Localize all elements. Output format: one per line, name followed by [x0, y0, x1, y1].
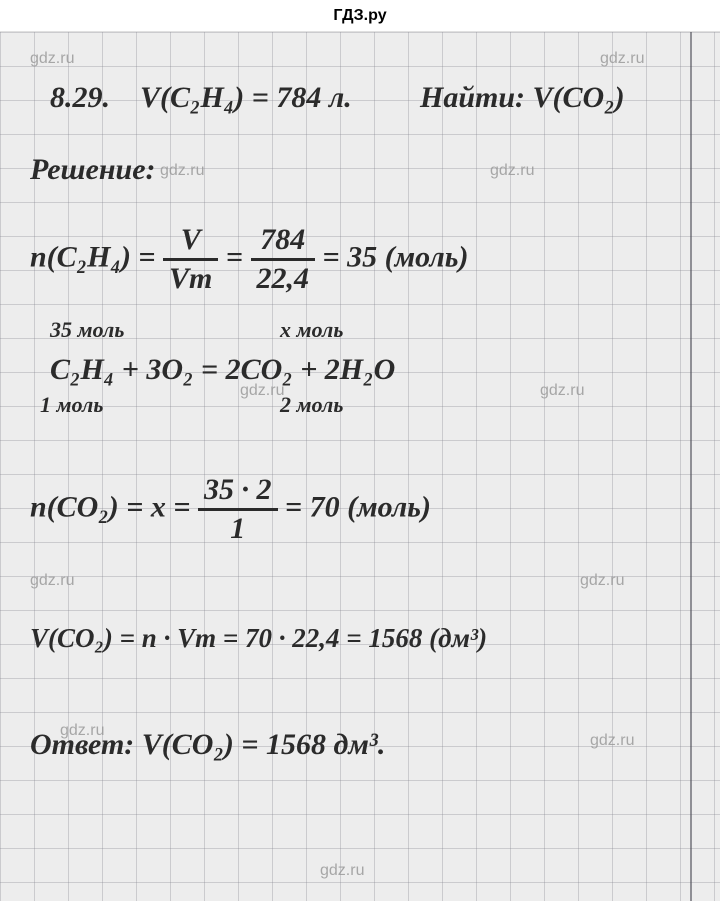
watermark: gdz.ru — [320, 862, 364, 880]
site-header: ГДЗ.ру — [0, 0, 720, 32]
chemical-equation: C₂H₄ + 3O₂ = 2CO₂ + 2H₂O — [50, 352, 395, 388]
fraction: 35 · 2 1 — [198, 472, 278, 547]
problem-number: 8.29. — [50, 80, 110, 116]
stoich-above-1: 35 моль — [50, 317, 124, 343]
watermark: gdz.ru — [540, 382, 584, 400]
fraction: 784 22,4 — [251, 222, 316, 297]
result: = 70 (моль) — [285, 490, 431, 523]
solution-label: Решение: — [30, 152, 156, 188]
step-v-co2: V(CO₂) = n · Vm = 70 · 22,4 = 1568 (дм³) — [30, 622, 487, 654]
text: n(C₂H₄) = — [30, 240, 156, 273]
watermark: gdz.ru — [580, 572, 624, 590]
fraction: V Vm — [163, 222, 218, 297]
site-name: ГДЗ.ру — [333, 7, 386, 24]
numerator: 784 — [251, 222, 316, 261]
step-n-co2: n(CO₂) = x = 35 · 2 1 = 70 (моль) — [30, 472, 431, 547]
stoich-below-2: 2 моль — [280, 392, 343, 418]
watermark: gdz.ru — [160, 162, 204, 180]
given: V(C₂H₄) = 784 л. — [140, 80, 352, 116]
denominator: 1 — [198, 511, 278, 547]
step-n-c2h4: n(C₂H₄) = V Vm = 784 22,4 = 35 (моль) — [30, 222, 469, 297]
watermark: gdz.ru — [30, 50, 74, 68]
watermark: gdz.ru — [30, 572, 74, 590]
stoich-above-2: x моль — [280, 317, 343, 343]
watermark: gdz.ru — [600, 50, 644, 68]
text: n(CO₂) = x = — [30, 490, 191, 523]
find: Найти: V(CO₂) — [420, 80, 625, 116]
answer: Ответ: V(CO₂) = 1568 дм³. — [30, 727, 385, 763]
watermark: gdz.ru — [590, 732, 634, 750]
result: = 35 (моль) — [323, 240, 469, 273]
margin-line — [690, 32, 692, 901]
notebook-paper: gdz.ru gdz.ru gdz.ru gdz.ru gdz.ru gdz.r… — [0, 32, 720, 901]
denominator: 22,4 — [251, 261, 316, 297]
stoich-below-1: 1 моль — [40, 392, 103, 418]
equals: = — [226, 240, 243, 273]
watermark: gdz.ru — [490, 162, 534, 180]
numerator: V — [163, 222, 218, 261]
denominator: Vm — [163, 261, 218, 297]
numerator: 35 · 2 — [198, 472, 278, 511]
